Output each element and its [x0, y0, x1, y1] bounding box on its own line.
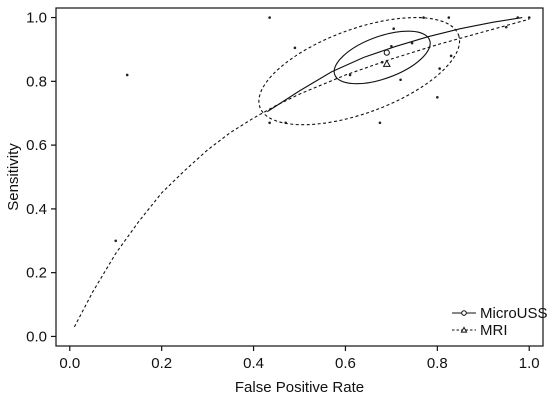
microuss-confidence-region	[333, 30, 431, 85]
study-point	[284, 121, 288, 125]
study-point	[378, 121, 382, 125]
study-point	[293, 46, 297, 50]
study-point	[516, 16, 520, 19]
mri-summary-point	[382, 59, 391, 67]
study-point	[422, 16, 425, 19]
study-point	[410, 41, 414, 45]
study-point	[125, 73, 129, 77]
study-point	[114, 239, 118, 243]
x-tick-label: 0.4	[243, 355, 264, 372]
study-point	[527, 16, 531, 19]
study-point	[390, 44, 393, 48]
summary-points	[382, 49, 391, 67]
plot-frame	[55, 7, 544, 347]
study-point	[348, 73, 352, 77]
y-tick-label: 0.6	[26, 137, 47, 154]
confidence-regions	[258, 17, 461, 126]
study-point	[268, 121, 271, 125]
y-tick-label: 0.0	[26, 328, 47, 345]
x-tick-label: 0.6	[335, 355, 356, 372]
study-points	[114, 16, 531, 243]
microuss-sroc-curve	[267, 17, 523, 113]
plot-border	[55, 7, 544, 347]
study-point	[447, 16, 451, 19]
x-axis: 0.0 0.2 0.4 0.6 0.8 1.0	[59, 346, 540, 372]
sroc-curves	[73, 17, 530, 328]
x-tick-label: 0.8	[427, 355, 448, 372]
microuss-summary-point	[383, 49, 390, 56]
study-point	[449, 54, 453, 58]
y-tick-label: 0.8	[26, 73, 47, 90]
study-point	[268, 16, 271, 19]
study-point	[436, 95, 439, 99]
legend-marker-mri	[460, 326, 468, 333]
study-point	[392, 27, 395, 31]
legend-marker-microuss	[461, 310, 467, 316]
x-axis-label: False Positive Rate	[235, 379, 364, 396]
study-point	[438, 67, 441, 70]
y-tick-label: 0.2	[26, 265, 47, 282]
mri-sroc-curve	[73, 18, 530, 328]
study-point	[504, 25, 508, 29]
legend-label-microuss: MicroUSS	[480, 305, 548, 322]
legend-label-mri: MRI	[480, 322, 508, 339]
y-axis-label: Sensitivity	[5, 143, 22, 211]
study-point	[399, 78, 402, 82]
y-tick-label: 1.0	[26, 10, 47, 27]
y-tick-label: 0.4	[26, 201, 47, 218]
x-tick-label: 1.0	[519, 355, 540, 372]
mri-confidence-region	[258, 17, 461, 126]
x-tick-label: 0.2	[151, 355, 172, 372]
x-tick-label: 0.0	[59, 355, 80, 372]
study-point	[380, 60, 384, 64]
y-axis: 0.0 0.2 0.4 0.6 0.8 1.0	[26, 10, 56, 345]
